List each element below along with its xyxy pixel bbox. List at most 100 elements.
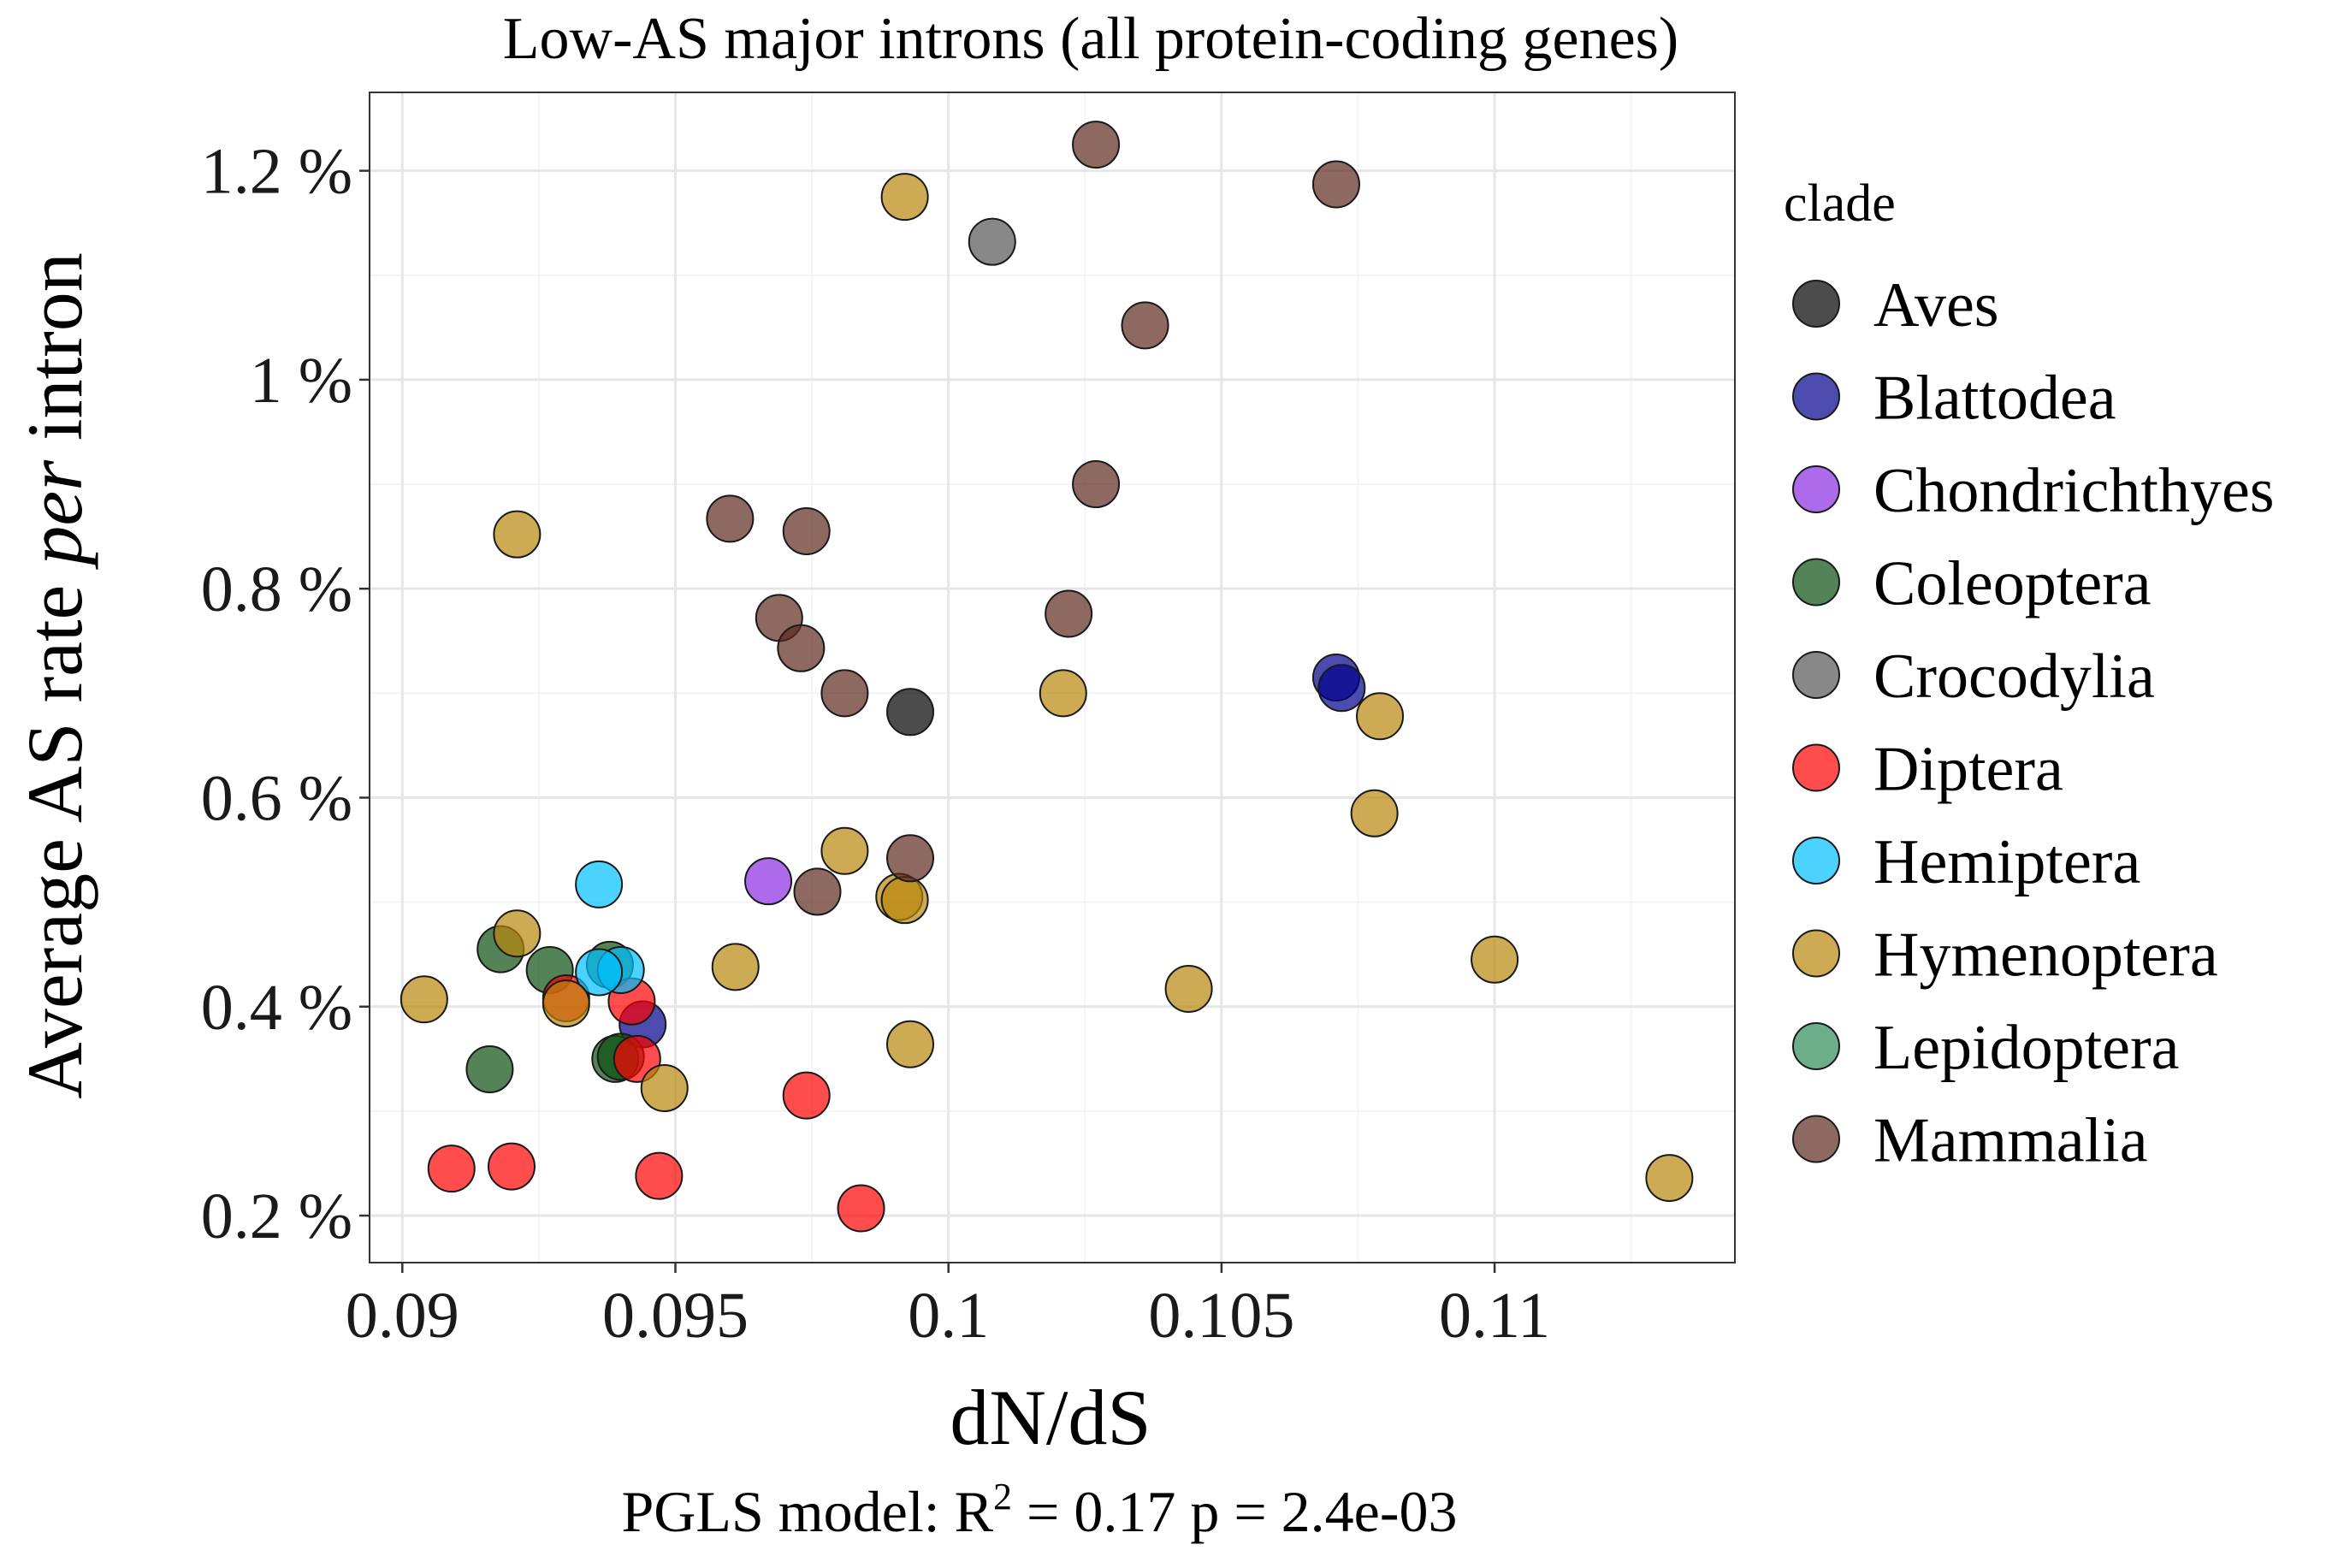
caption-superscript: 2 bbox=[993, 1476, 1012, 1518]
x-tick-label: 0.11 bbox=[1439, 1280, 1550, 1352]
point-hymenoptera bbox=[1645, 1154, 1694, 1203]
legend-label-lepidoptera: Lepidoptera bbox=[1873, 1013, 2180, 1083]
legend-key-hymenoptera bbox=[1792, 929, 1840, 978]
point-hymenoptera bbox=[1164, 964, 1213, 1013]
legend-key-mammalia bbox=[1792, 1115, 1840, 1163]
legend-label-aves: Aves bbox=[1873, 270, 1999, 340]
point-hymenoptera bbox=[1039, 669, 1087, 718]
legend-item-chondrichthyes: Chondrichthyes bbox=[1792, 456, 2275, 526]
x-tick-label: 0.1 bbox=[908, 1280, 989, 1352]
point-diptera bbox=[487, 1142, 536, 1191]
x-tick-label: 0.095 bbox=[602, 1280, 749, 1352]
legend-label-chondrichthyes: Chondrichthyes bbox=[1873, 456, 2275, 526]
legend-key-chondrichthyes bbox=[1792, 465, 1840, 513]
axis-ticks bbox=[359, 169, 1496, 1273]
point-coleoptera bbox=[465, 1045, 514, 1094]
point-mammalia bbox=[777, 624, 826, 672]
y-axis-title: Average AS rate per intron bbox=[11, 252, 98, 1099]
point-chondrichthyes bbox=[744, 857, 793, 906]
legend-key-hemiptera bbox=[1792, 837, 1840, 885]
point-diptera bbox=[427, 1145, 476, 1193]
legend-label-hymenoptera: Hymenoptera bbox=[1873, 920, 2218, 991]
point-hymenoptera bbox=[542, 979, 590, 1028]
point-hemiptera bbox=[575, 948, 624, 997]
plot-panel-border bbox=[369, 92, 1736, 1263]
legend-key-diptera bbox=[1792, 743, 1840, 792]
point-blattodea bbox=[1317, 664, 1366, 713]
y-tick-label: 0.2 % bbox=[201, 1180, 352, 1252]
legend-item-blattodea: Blattodea bbox=[1792, 364, 2116, 434]
y-tick-label: 1 % bbox=[250, 345, 352, 417]
legend-label-hemiptera: Hemiptera bbox=[1873, 827, 2140, 897]
point-mammalia bbox=[1121, 301, 1169, 350]
x-axis-title: dN/dS bbox=[950, 1374, 1151, 1461]
point-hymenoptera bbox=[886, 1020, 935, 1068]
point-hymenoptera bbox=[880, 876, 929, 925]
legend-key-blattodea bbox=[1792, 372, 1840, 421]
point-mammalia bbox=[1311, 160, 1360, 209]
point-hymenoptera bbox=[1471, 935, 1519, 984]
point-mammalia bbox=[1072, 121, 1121, 169]
legend-key-crocodylia bbox=[1792, 651, 1840, 699]
legend-item-coleoptera: Coleoptera bbox=[1792, 549, 2152, 619]
caption-prefix: PGLS model: R bbox=[621, 1479, 993, 1544]
y-tick-label: 0.4 % bbox=[201, 972, 352, 1044]
y-axis-tick-labels: 0.2 % 0.4 % 0.6 % 0.8 % 1 % 1.2 % bbox=[201, 136, 352, 1252]
legend-title: clade bbox=[1784, 175, 1896, 233]
legend-item-diptera: Diptera bbox=[1792, 735, 2063, 805]
legend: clade Aves Blattodea Chondrichthyes Coleopt… bbox=[1784, 175, 2275, 1176]
point-mammalia bbox=[820, 669, 869, 718]
chart-title: Low-AS major introns (all protein-coding… bbox=[503, 6, 1678, 72]
point-hymenoptera bbox=[711, 943, 760, 991]
point-hemiptera bbox=[575, 860, 624, 908]
legend-items: Aves Blattodea Chondrichthyes Coleoptera Cro… bbox=[1792, 270, 2275, 1176]
legend-item-hymenoptera: Hymenoptera bbox=[1792, 920, 2218, 991]
y-axis-title-start: Average AS rate bbox=[11, 565, 98, 1099]
legend-label-coleoptera: Coleoptera bbox=[1873, 549, 2152, 619]
x-tick-label: 0.105 bbox=[1148, 1280, 1294, 1352]
legend-key-aves bbox=[1792, 280, 1840, 328]
legend-item-aves: Aves bbox=[1792, 270, 1999, 340]
point-mammalia bbox=[706, 494, 755, 543]
model-caption: PGLS model: R2 = 0.17 p = 2.4e-03 bbox=[621, 1476, 1457, 1544]
x-axis-tick-labels: 0.09 0.095 0.1 0.105 0.11 bbox=[346, 1280, 1550, 1352]
point-hymenoptera bbox=[640, 1064, 689, 1113]
y-axis-title-italic: per bbox=[11, 459, 98, 571]
y-tick-label: 0.8 % bbox=[201, 553, 352, 625]
legend-item-lepidoptera: Lepidoptera bbox=[1792, 1013, 2180, 1083]
legend-item-mammalia: Mammalia bbox=[1792, 1106, 2148, 1176]
point-mammalia bbox=[1072, 460, 1121, 509]
point-diptera bbox=[635, 1151, 684, 1200]
point-hymenoptera bbox=[1350, 789, 1399, 837]
legend-key-lepidoptera bbox=[1792, 1022, 1840, 1070]
point-mammalia bbox=[793, 867, 842, 916]
legend-item-crocodylia: Crocodylia bbox=[1792, 642, 2155, 712]
data-points bbox=[400, 121, 1694, 1233]
point-hymenoptera bbox=[400, 975, 448, 1024]
legend-label-blattodea: Blattodea bbox=[1873, 364, 2116, 434]
point-hymenoptera bbox=[493, 510, 542, 559]
x-tick-label: 0.09 bbox=[346, 1280, 459, 1352]
point-mammalia bbox=[886, 834, 935, 883]
y-axis-title-end: intron bbox=[11, 252, 98, 460]
legend-key-coleoptera bbox=[1792, 558, 1840, 606]
point-mammalia bbox=[1045, 589, 1093, 638]
point-diptera bbox=[837, 1184, 885, 1233]
point-aves bbox=[886, 688, 935, 737]
grid-lines bbox=[370, 92, 1735, 1263]
legend-label-mammalia: Mammalia bbox=[1873, 1106, 2148, 1176]
point-diptera bbox=[782, 1071, 831, 1120]
caption-suffix: = 0.17 p = 2.4e-03 bbox=[1012, 1479, 1458, 1544]
legend-label-diptera: Diptera bbox=[1873, 735, 2063, 805]
point-hymenoptera bbox=[493, 909, 542, 958]
point-mammalia bbox=[782, 507, 831, 555]
y-tick-label: 1.2 % bbox=[201, 136, 352, 208]
legend-label-crocodylia: Crocodylia bbox=[1873, 642, 2155, 712]
point-crocodylia bbox=[968, 217, 1016, 266]
point-hymenoptera bbox=[1356, 692, 1405, 741]
legend-item-hemiptera: Hemiptera bbox=[1792, 827, 2140, 897]
point-hymenoptera bbox=[880, 173, 929, 222]
point-hymenoptera bbox=[820, 826, 869, 875]
